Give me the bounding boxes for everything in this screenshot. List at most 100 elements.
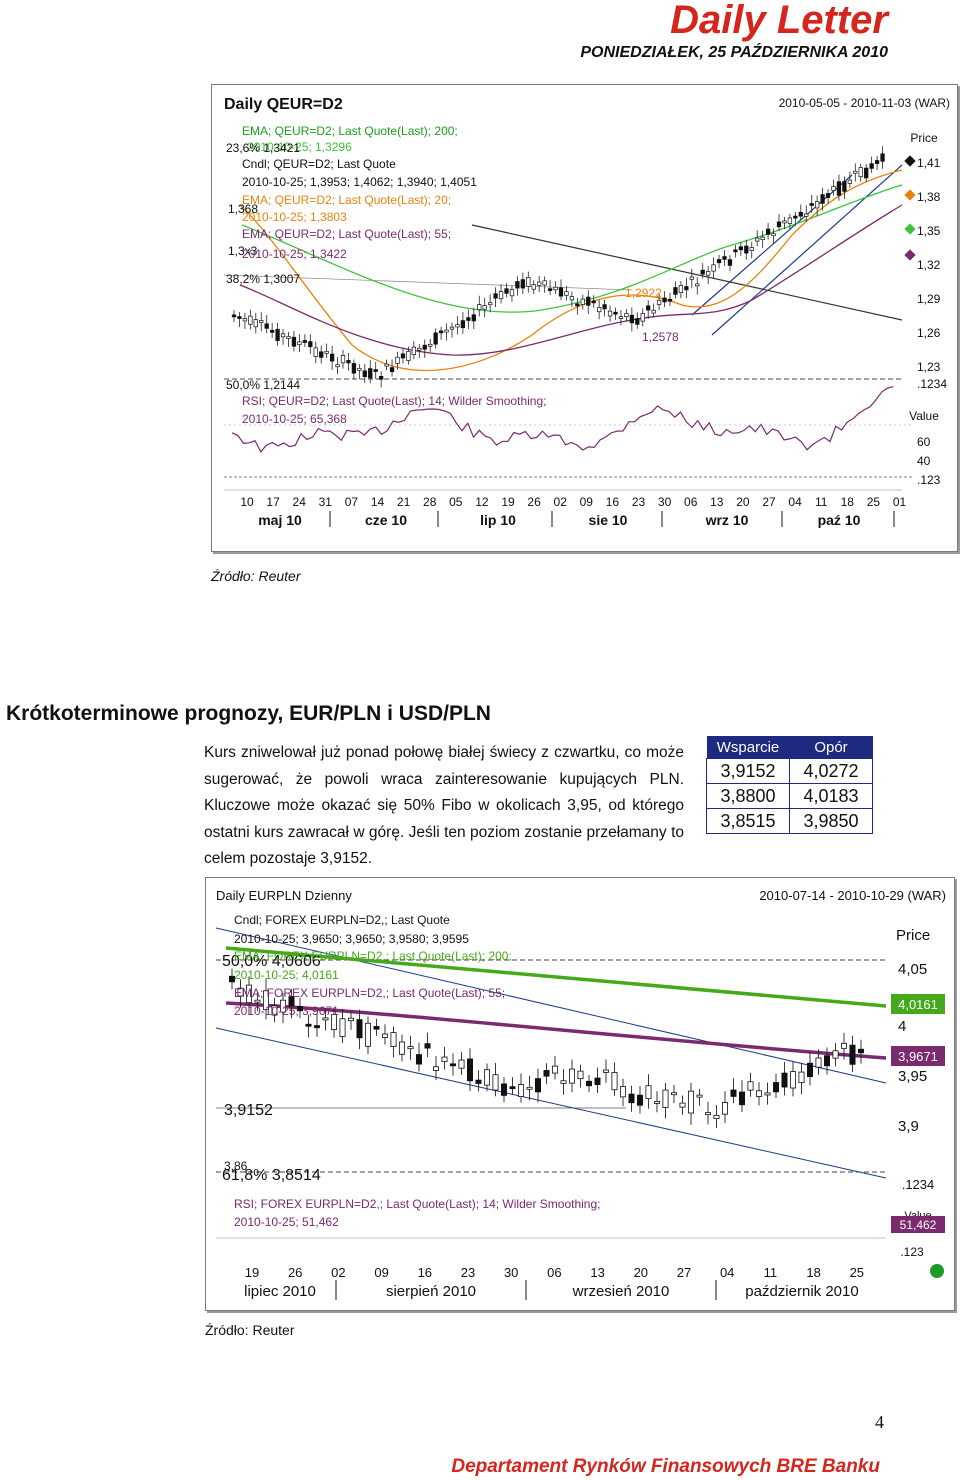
chart1-title: Daily QEUR=D2: [224, 96, 343, 113]
candle-body: [841, 1042, 848, 1049]
candle-body: [689, 276, 694, 280]
day-tick-label: 26: [527, 495, 541, 509]
chart1-ema55-val: 2010-10-25; 1,3422: [242, 247, 347, 261]
candle-body: [575, 303, 580, 307]
marker-icon: [904, 189, 916, 201]
candle-body: [400, 353, 406, 359]
chart-eurpln: Daily EURPLN Dzienny 2010-07-14 - 2010-1…: [215, 888, 946, 1300]
candle-body: [411, 346, 417, 356]
newsletter-title: Daily Letter: [670, 0, 888, 42]
candle-body: [482, 305, 487, 310]
candle-body: [346, 360, 351, 364]
day-tick-label: 06: [684, 495, 698, 509]
candle-body: [771, 233, 776, 237]
candle-body: [673, 287, 678, 295]
candle-body: [607, 310, 613, 317]
candle-body: [264, 323, 269, 329]
candle-body: [291, 336, 297, 347]
candle-body: [722, 1102, 729, 1115]
chart1-fib236: 23,6% 1,3421: [226, 141, 300, 155]
day-tick-label: 13: [710, 495, 724, 509]
day-tick-label: 01: [893, 495, 907, 509]
chart-eurpln-frame: Daily EURPLN Dzienny 2010-07-14 - 2010-1…: [205, 877, 955, 1311]
month-label: sie 10: [589, 512, 628, 528]
table-row: 3,8515 3,9850: [706, 808, 873, 834]
candle-body: [696, 1094, 703, 1098]
candle-body: [706, 271, 711, 276]
candle-body: [347, 1017, 354, 1022]
candle-body: [594, 1077, 601, 1085]
candle-body: [636, 1094, 643, 1106]
table-row: 3,8800 4,0183: [706, 783, 873, 809]
chart1-price-tick: 1,41: [917, 156, 941, 170]
candle-body: [619, 1086, 626, 1098]
trend-line: [471, 224, 903, 321]
candle-body: [302, 340, 308, 343]
candle-body: [339, 1018, 346, 1037]
candle-body: [756, 1090, 763, 1097]
candle-body: [422, 344, 427, 350]
candle-body: [695, 283, 700, 287]
candle-body: [415, 1054, 422, 1065]
chart2-price-tick: 3,95: [898, 1068, 927, 1085]
day-tick-label: 06: [547, 1265, 561, 1280]
candle-body: [271, 1005, 278, 1016]
candle-body: [849, 1044, 856, 1065]
candle-body: [704, 1112, 711, 1116]
candle-body: [727, 259, 733, 266]
chart1-ema20-val: 2010-10-25; 1,3803: [242, 210, 347, 224]
chart2-price-axis: 4,05 4 3,95 3,9: [898, 961, 927, 1135]
support-cell: 3,9152: [706, 758, 790, 784]
candle-body: [547, 288, 553, 291]
candle-body: [568, 1068, 575, 1084]
candle-body: [798, 211, 803, 217]
candle-body: [624, 313, 629, 318]
chart2-cndl-name: Cndl; FOREX EURPLN=D2,; Last Quote: [234, 913, 450, 927]
candle-body: [471, 314, 476, 322]
day-tick-label: 04: [788, 495, 802, 509]
candle-body: [645, 1085, 652, 1100]
chart1-price-tick: 1,38: [917, 190, 941, 204]
candle-body: [755, 237, 760, 242]
candle-body: [356, 1019, 363, 1039]
candle-body: [824, 1055, 831, 1067]
candle-body: [438, 330, 444, 334]
candle-body: [335, 364, 340, 368]
day-tick-label: 25: [867, 495, 881, 509]
candle-body: [651, 309, 656, 314]
candle-body: [280, 333, 286, 338]
candle-body: [569, 296, 575, 301]
rsi-line: [231, 386, 894, 453]
chart1-price-tick: 1,32: [917, 258, 941, 272]
candle-body: [389, 367, 395, 373]
ema55-line: [239, 204, 903, 356]
candle-body: [466, 317, 471, 321]
candle-body: [864, 167, 869, 179]
day-tick-label: 07: [345, 495, 359, 509]
day-tick-label: 30: [658, 495, 672, 509]
candle-body: [781, 1072, 788, 1088]
candle-body: [858, 167, 863, 178]
day-tick-label: 18: [841, 495, 855, 509]
candle-body: [858, 1048, 865, 1054]
candle-body: [635, 318, 640, 325]
candle-body: [820, 194, 825, 204]
candle-body: [764, 1092, 771, 1096]
candle-body: [700, 269, 705, 275]
candle-body: [364, 1022, 371, 1047]
support-resistance-table: Wsparcie Opór 3,9152 4,0272 3,8800 4,018…: [706, 736, 873, 834]
candle-body: [424, 1043, 431, 1049]
chart1-fib382: 38,2% 1,3007: [226, 272, 300, 286]
candle-body: [738, 246, 743, 251]
candle-body: [733, 249, 738, 253]
chart1-source: Źródło: Reuter: [211, 568, 301, 584]
chart2-title: Daily EURPLN Dzienny: [216, 888, 352, 903]
month-label: październik 2010: [745, 1283, 858, 1300]
candle-body: [269, 329, 275, 333]
candle-body: [324, 350, 329, 354]
candle-body: [504, 288, 509, 294]
candle-body: [319, 351, 324, 358]
candle-body: [381, 1033, 388, 1038]
candle-body: [280, 999, 287, 1013]
candle-body: [460, 320, 466, 329]
